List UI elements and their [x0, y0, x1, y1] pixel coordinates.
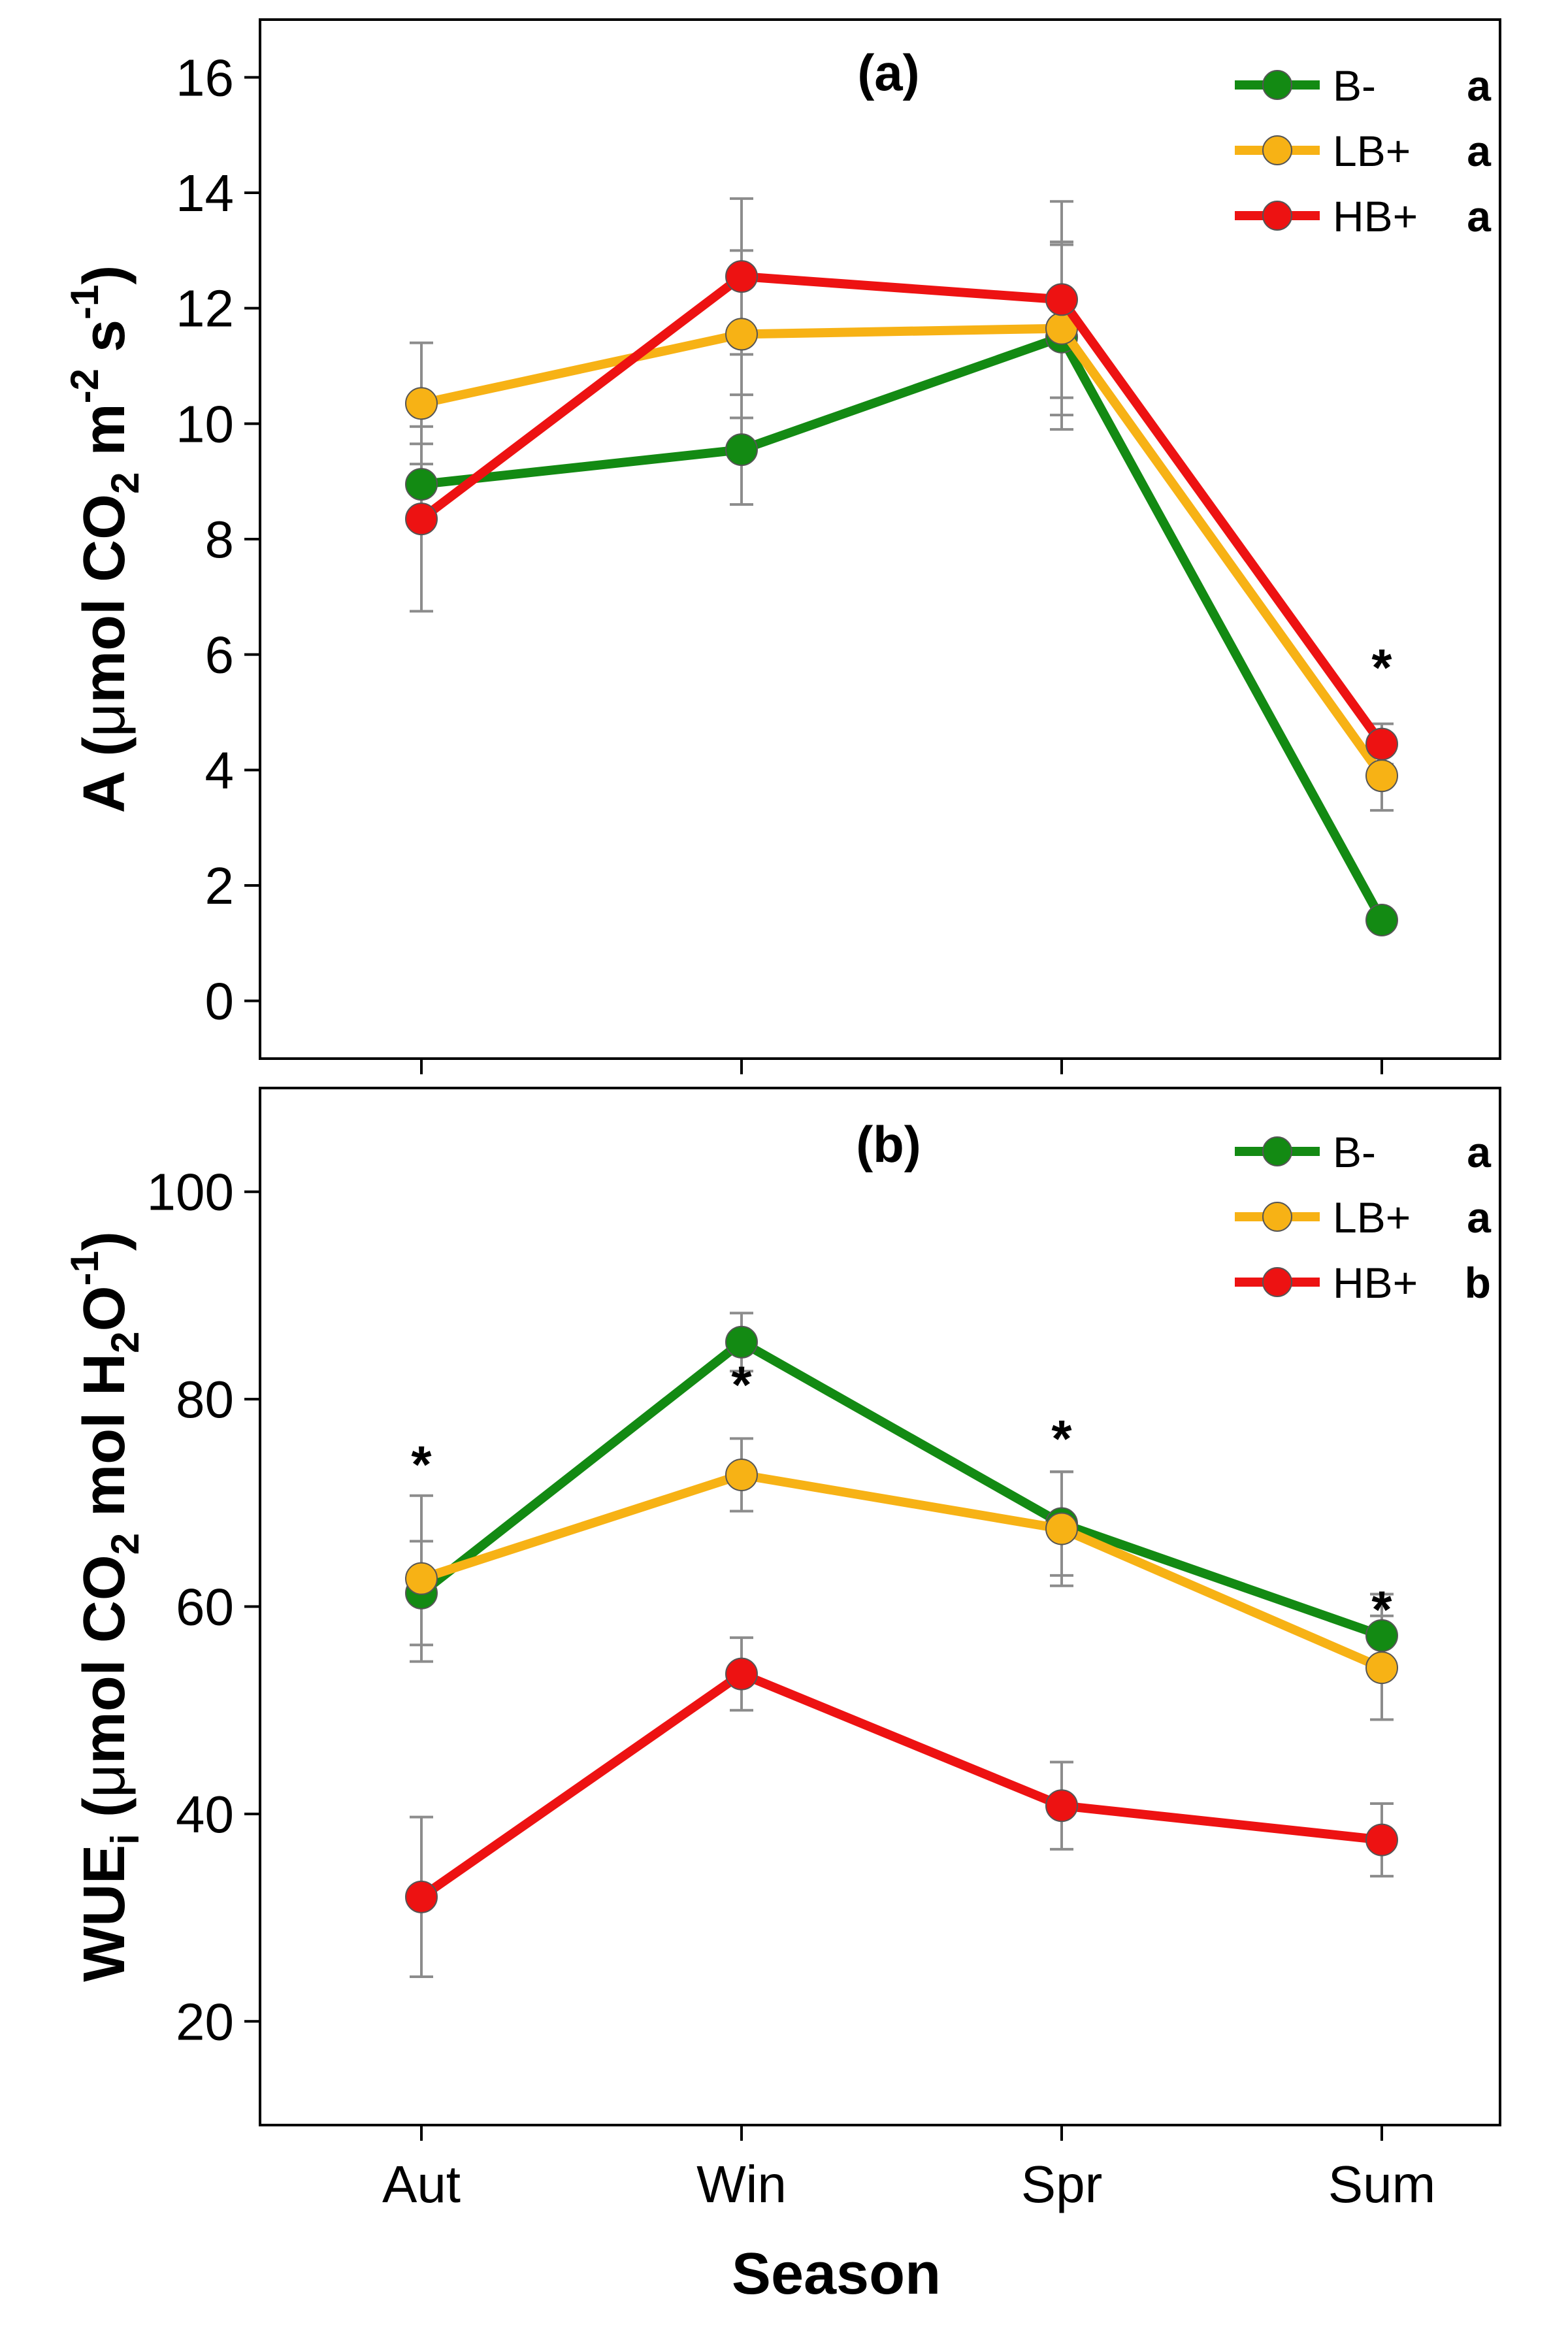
y-tick-label: 20 — [176, 1992, 234, 2051]
y-axis-title-part: i — [103, 1834, 147, 1845]
data-point-HB+ — [725, 260, 758, 293]
significance-marker: * — [411, 1436, 432, 1494]
y-axis-title-part: s — [72, 320, 137, 369]
legend-significance-letter: b — [1465, 1259, 1491, 1307]
legend-significance-letter: a — [1467, 61, 1492, 110]
data-point-HB+ — [1365, 1823, 1398, 1857]
y-axis-title: A (μmol CO2 m-2 s-1) — [63, 265, 147, 814]
data-point-B- — [1365, 904, 1398, 936]
y-axis-title-part: ) — [72, 1231, 137, 1251]
y-axis-title-part: 2 — [103, 1533, 147, 1555]
y-tick-label: 12 — [176, 280, 234, 338]
data-point-HB+ — [405, 503, 438, 536]
legend-marker-HB+ — [1262, 1267, 1292, 1297]
y-tick-label: 100 — [147, 1163, 234, 1221]
y-axis-title-part: -1 — [63, 285, 106, 320]
significance-marker: * — [731, 1355, 752, 1413]
y-axis-title-part: μ — [72, 703, 137, 737]
y-tick-label: 10 — [176, 395, 234, 453]
data-point-HB+ — [1045, 1789, 1078, 1823]
y-axis-title-part: -2 — [63, 369, 106, 403]
y-tick-label: 40 — [176, 1785, 234, 1843]
y-axis-title-part: -1 — [63, 1251, 106, 1285]
panel-label: (a) — [857, 44, 919, 101]
data-point-LB+ — [725, 318, 758, 351]
data-point-B- — [725, 433, 758, 467]
significance-marker: * — [1371, 638, 1392, 697]
series-line-LB+ — [420, 323, 1386, 779]
series-line-LB+ — [419, 1470, 1384, 1672]
data-point-B- — [725, 1325, 758, 1359]
x-tick-label: Spr — [1021, 2155, 1103, 2213]
y-axis-title-part: O — [72, 1286, 137, 1332]
legend-marker-B- — [1262, 70, 1292, 100]
y-tick-label: 6 — [205, 626, 235, 684]
y-axis-title-part: mol CO — [72, 494, 137, 703]
y-axis-title-part: 2 — [103, 1332, 147, 1353]
significance-marker: * — [1051, 1410, 1072, 1468]
significance-marker: * — [1371, 1581, 1392, 1639]
y-axis-title-part: ) — [72, 265, 137, 285]
x-axis-title: Season — [732, 2241, 941, 2307]
series-line-B- — [418, 1337, 1384, 1640]
panel-label: (b) — [856, 1115, 921, 1173]
data-point-HB+ — [1365, 727, 1398, 761]
data-point-HB+ — [405, 1880, 438, 1913]
legend-significance-letter: a — [1467, 1128, 1492, 1176]
y-tick-label: 16 — [176, 48, 234, 107]
legend-marker-LB+ — [1262, 135, 1292, 165]
legend-significance-letter: a — [1467, 127, 1492, 175]
y-axis-title-part: ( — [72, 1798, 137, 1834]
data-point-LB+ — [725, 1458, 758, 1491]
y-tick-label: 4 — [205, 741, 235, 799]
legend-label-LB+: LB+ — [1333, 1193, 1411, 1242]
panel-a: 0 2 4 6 8 10 12 14 16 * (a) B-a LB+ a HB+ a A (μmol CO2 … — [63, 18, 1501, 1074]
legend-label-B-: B- — [1333, 1128, 1376, 1176]
data-point-LB+ — [1045, 1512, 1078, 1545]
data-point-LB+ — [405, 387, 438, 420]
y-axis-title-part: mol H — [72, 1353, 137, 1533]
legend-label-HB+: HB+ — [1333, 192, 1418, 240]
x-tick-label: Win — [696, 2155, 787, 2213]
data-point-LB+ — [1365, 759, 1398, 793]
series-line-HB+ — [418, 1669, 1382, 1901]
y-tick-label: 60 — [176, 1578, 234, 1636]
plot-frame — [259, 18, 1501, 1060]
y-axis-title: WUEi (μmol CO2 mol H2O-1) — [63, 1231, 147, 1982]
data-point-LB+ — [1365, 1651, 1398, 1685]
legend-marker-HB+ — [1262, 201, 1292, 231]
y-axis-title-part: A ( — [72, 737, 137, 814]
y-tick-label: 2 — [205, 857, 235, 915]
legend-marker-B- — [1262, 1136, 1292, 1166]
legend-label-HB+: HB+ — [1333, 1259, 1418, 1307]
y-tick-label: 8 — [205, 510, 235, 569]
x-tick-label: Aut — [382, 2155, 461, 2213]
data-point-B- — [405, 468, 438, 501]
y-tick-label: 0 — [205, 972, 235, 1031]
data-point-HB+ — [1045, 283, 1078, 316]
y-tick-label: 14 — [176, 164, 234, 222]
y-axis-title-part: WUE — [72, 1845, 137, 1982]
legend-marker-LB+ — [1262, 1202, 1292, 1232]
y-axis-title-part: 2 — [103, 472, 147, 493]
data-point-HB+ — [725, 1657, 758, 1691]
plot-frame — [259, 1087, 1501, 2126]
y-axis-title-part: μ — [72, 1764, 137, 1798]
data-point-B- — [1365, 1619, 1398, 1652]
y-axis-title-part: m — [72, 403, 137, 472]
y-tick-label: 80 — [176, 1370, 234, 1428]
x-tick-label: Sum — [1328, 2155, 1436, 2213]
legend-significance-letter: a — [1467, 1193, 1492, 1242]
legend-label-B-: B- — [1333, 61, 1376, 110]
data-point-LB+ — [405, 1562, 438, 1595]
y-axis-title-part: mol CO — [72, 1555, 137, 1764]
series-line-HB+ — [418, 272, 1386, 747]
legend-label-LB+: LB+ — [1333, 127, 1411, 175]
legend-significance-letter: a — [1467, 192, 1492, 240]
series-line-B- — [421, 332, 1386, 923]
